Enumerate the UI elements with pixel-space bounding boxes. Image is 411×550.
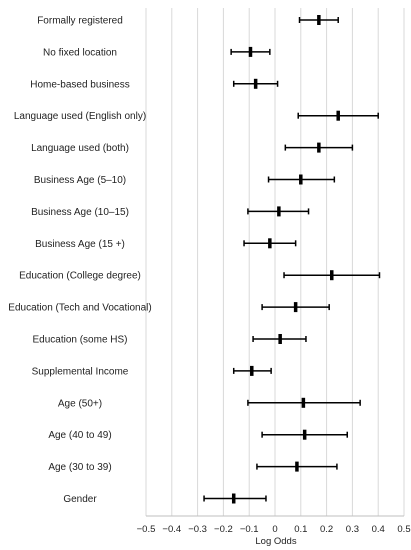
x-axis-title: Log Odds — [255, 536, 296, 547]
point-estimate — [330, 270, 334, 281]
category-label: No fixed location — [43, 47, 117, 58]
point-estimate — [250, 365, 254, 376]
ci-mark — [283, 270, 381, 281]
category-labels: Formally registered No fixed location Home… — [8, 16, 151, 506]
x-axis: −0.5 −0.4 −0.3 −0.2 −0.1 0 0.1 0.2 0.3 0.4 0.5 — [137, 515, 411, 535]
category-label: Formally registered — [37, 16, 123, 27]
category-label: Education (College degree) — [19, 271, 141, 282]
category-label: Gender — [63, 494, 97, 505]
ci-mark — [261, 429, 348, 440]
point-estimate — [317, 15, 321, 25]
x-tick-label: −0.1 — [240, 524, 259, 535]
ci-mark — [232, 365, 272, 376]
category-label: Business Age (10–15) — [31, 207, 129, 218]
category-label: Supplemental Income — [32, 366, 129, 377]
ci-mark — [261, 302, 330, 313]
category-label: Business Age (15 +) — [35, 239, 125, 250]
category-label: Age (40 to 49) — [48, 430, 111, 441]
point-estimate — [299, 174, 303, 185]
point-estimate — [277, 206, 281, 217]
category-label: Age (50+) — [58, 398, 102, 409]
x-tick-label: 0 — [272, 524, 277, 535]
ci-mark — [267, 174, 336, 185]
point-estimate — [268, 238, 272, 249]
category-label: Education (Tech and Vocational) — [8, 303, 151, 314]
category-label: Language used (both) — [31, 143, 129, 154]
point-estimate — [253, 78, 258, 89]
ci-mark — [247, 397, 361, 408]
point-estimate — [301, 397, 306, 408]
point-estimate — [295, 461, 299, 472]
ci-mark — [256, 461, 338, 472]
gridlines — [145, 8, 405, 516]
ci-mark — [252, 334, 307, 344]
category-label: Age (30 to 39) — [48, 462, 111, 473]
x-tick-label: −0.5 — [137, 524, 156, 535]
confidence-intervals — [203, 15, 381, 504]
point-estimate — [317, 142, 321, 153]
ci-mark — [230, 46, 271, 57]
ci-mark — [232, 78, 279, 89]
ci-mark — [243, 238, 297, 249]
x-tick-label: 0.1 — [294, 524, 307, 535]
point-estimate — [278, 334, 282, 344]
point-estimate — [302, 429, 307, 440]
category-label: Language used (English only) — [14, 111, 146, 122]
point-estimate — [336, 110, 340, 121]
x-tick-label: 0.2 — [320, 524, 333, 535]
x-tick-label: −0.2 — [214, 524, 233, 535]
x-tick-label: 0.3 — [346, 524, 359, 535]
ci-mark — [247, 206, 310, 217]
point-estimate — [248, 46, 253, 57]
x-tick-label: 0.5 — [397, 524, 410, 535]
ci-mark — [298, 15, 339, 25]
x-tick-label: 0.4 — [372, 524, 385, 535]
x-tick-label: −0.4 — [162, 524, 181, 535]
ci-mark — [284, 142, 354, 153]
ci-mark — [203, 493, 267, 504]
category-label: Home-based business — [30, 79, 130, 90]
point-estimate — [231, 493, 236, 504]
point-estimate — [293, 302, 298, 313]
category-label: Business Age (5–10) — [34, 175, 126, 186]
ci-mark — [297, 110, 379, 121]
category-label: Education (some HS) — [32, 335, 127, 346]
x-tick-label: −0.3 — [188, 524, 207, 535]
